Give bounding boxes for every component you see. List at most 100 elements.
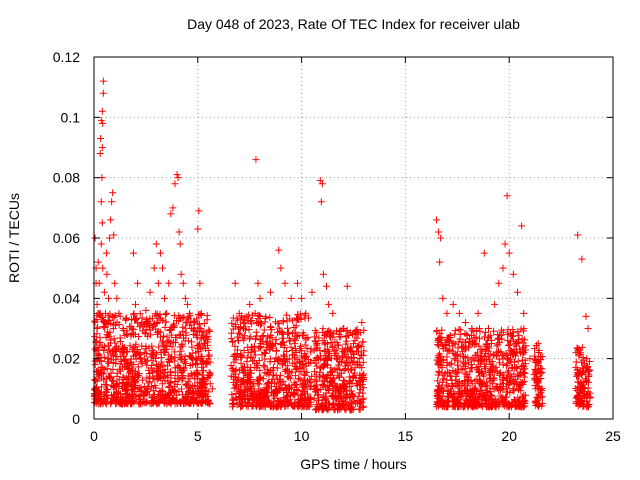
data-point <box>504 326 512 334</box>
data-point <box>266 288 274 296</box>
data-point <box>263 392 271 400</box>
data-point <box>259 331 267 339</box>
data-point <box>272 347 280 355</box>
data-point <box>301 341 309 349</box>
data-point <box>520 325 528 333</box>
data-point <box>173 171 181 179</box>
data-point <box>179 279 187 287</box>
data-point <box>583 391 591 399</box>
data-point <box>180 365 188 373</box>
data-point <box>499 264 507 272</box>
data-point <box>534 394 542 402</box>
data-point <box>452 372 460 380</box>
data-point <box>136 350 144 358</box>
data-point <box>509 329 517 337</box>
data-point <box>107 350 115 358</box>
y-tick-label: 0.06 <box>53 230 80 246</box>
data-point <box>335 387 343 395</box>
data-point <box>498 376 506 384</box>
data-point <box>164 356 172 364</box>
data-point <box>518 222 526 230</box>
data-point <box>526 355 534 363</box>
data-point <box>189 361 197 369</box>
data-point <box>255 403 263 411</box>
data-point <box>132 340 140 348</box>
data-point <box>505 249 513 257</box>
data-point <box>295 375 303 383</box>
data-point <box>138 359 146 367</box>
data-point <box>245 325 253 333</box>
y-tick-label: 0.02 <box>53 351 80 367</box>
data-point <box>172 391 180 399</box>
data-point <box>339 325 347 332</box>
data-point <box>227 372 235 380</box>
data-point <box>165 279 173 287</box>
data-point <box>261 363 269 371</box>
data-point <box>191 381 199 389</box>
data-point <box>267 331 275 339</box>
data-point <box>319 404 327 412</box>
data-point <box>344 353 352 361</box>
data-point <box>322 354 330 362</box>
data-point <box>463 370 471 378</box>
data-point <box>96 338 104 346</box>
data-point <box>508 349 516 357</box>
data-point <box>506 389 514 397</box>
data-point <box>119 399 127 407</box>
data-point <box>355 405 363 413</box>
data-point <box>205 399 213 407</box>
data-point <box>304 355 312 363</box>
data-point <box>101 309 109 317</box>
data-point <box>102 249 110 257</box>
data-point <box>277 380 285 388</box>
data-point <box>91 385 99 393</box>
data-point <box>519 350 527 358</box>
data-point <box>140 382 148 390</box>
data-point <box>483 381 491 389</box>
data-point <box>180 313 188 321</box>
y-tick-label: 0.12 <box>53 49 80 65</box>
x-tick-label: 0 <box>90 428 98 444</box>
data-point <box>514 288 522 296</box>
data-point <box>451 354 459 362</box>
data-point <box>494 335 502 343</box>
data-point <box>179 342 187 350</box>
data-point <box>461 338 469 346</box>
data-point <box>344 359 352 367</box>
data-point <box>188 371 196 379</box>
data-point <box>478 369 486 377</box>
data-point <box>291 337 299 345</box>
data-point <box>123 374 131 382</box>
data-point <box>231 342 239 350</box>
data-point <box>335 401 343 409</box>
data-point <box>168 331 176 339</box>
data-point <box>208 385 216 393</box>
data-point <box>178 340 186 348</box>
data-point <box>99 119 107 127</box>
data-point <box>508 332 516 340</box>
data-point <box>252 156 260 164</box>
data-point <box>507 358 515 366</box>
data-point <box>260 361 268 369</box>
data-point <box>330 403 338 411</box>
data-point <box>328 343 336 351</box>
data-point <box>254 379 262 387</box>
data-point <box>171 396 179 404</box>
data-point <box>103 270 111 278</box>
data-point <box>152 360 160 368</box>
data-point <box>302 359 310 367</box>
data-point <box>509 351 517 359</box>
data-point <box>150 321 158 329</box>
data-point <box>107 356 115 364</box>
data-point <box>285 355 293 363</box>
data-point <box>196 320 204 328</box>
data-point <box>170 312 178 320</box>
data-point <box>348 379 356 387</box>
data-point <box>280 357 288 365</box>
data-point <box>477 381 485 389</box>
data-point <box>574 371 582 379</box>
data-point <box>156 310 164 318</box>
data-point <box>197 352 205 360</box>
data-point <box>314 391 322 399</box>
data-point <box>136 310 144 318</box>
